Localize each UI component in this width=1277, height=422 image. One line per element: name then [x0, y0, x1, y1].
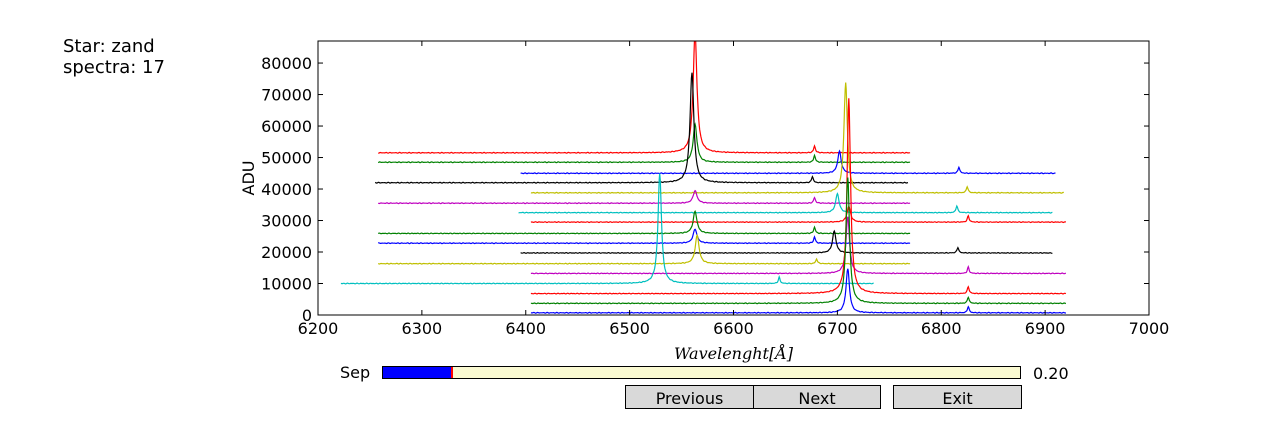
y-tick-label: 60000 [261, 117, 312, 136]
sep-slider[interactable] [382, 366, 1021, 379]
y-tick-label: 40000 [261, 180, 312, 199]
x-tick-label: 6400 [505, 319, 546, 338]
spectrum-line-11 [520, 229, 1053, 254]
x-axis-label: Wavelenght[Å] [674, 343, 794, 363]
spectrum-line-4 [374, 72, 909, 184]
spectrum-line-1 [378, 41, 911, 154]
spectrum-line-3 [520, 149, 1056, 175]
y-tick-label: 0 [302, 306, 312, 325]
spectrum-line-17 [530, 268, 1067, 314]
y-tick-label: 30000 [261, 212, 312, 231]
spectrum-line-8 [530, 205, 1067, 224]
spectrum-line-10 [378, 228, 911, 245]
spectrum-line-2 [377, 122, 911, 164]
spectrum-line-15 [530, 98, 1067, 295]
spectrum-line-7 [518, 192, 1053, 214]
y-axis-label: ADU [239, 161, 258, 196]
spectrum-line-13 [530, 216, 1067, 275]
x-tick-label: 6600 [713, 319, 754, 338]
next-button[interactable]: Next [753, 385, 881, 409]
sep-value: 0.20 [1033, 364, 1069, 383]
star-info: Star: zand spectra: 17 [63, 36, 165, 78]
spectrum-line-14 [340, 173, 874, 285]
x-tick-label: 6700 [817, 319, 858, 338]
spectrum-line-9 [377, 209, 911, 235]
x-tick-label: 6800 [921, 319, 962, 338]
y-tick-label: 20000 [261, 243, 312, 262]
y-tick-label: 80000 [261, 54, 312, 73]
sep-label: Sep [340, 363, 371, 382]
star-name: Star: zand [63, 36, 155, 57]
x-tick-label: 6500 [609, 319, 650, 338]
spectrum-line-16 [530, 177, 1067, 305]
x-tick-label: 6200 [298, 319, 339, 338]
x-tick-label: 7000 [1129, 319, 1170, 338]
exit-button[interactable]: Exit [893, 385, 1022, 409]
spectrum-line-12 [377, 233, 911, 265]
y-tick-label: 70000 [261, 86, 312, 105]
x-tick-label: 6300 [402, 319, 443, 338]
x-tick-label: 6900 [1025, 319, 1066, 338]
spectra-count: spectra: 17 [63, 57, 165, 78]
spectrum-line-5 [530, 82, 1065, 194]
y-tick-label: 50000 [261, 149, 312, 168]
sep-slider-fill[interactable] [383, 367, 454, 378]
previous-button[interactable]: Previous [625, 385, 754, 409]
y-tick-label: 10000 [261, 275, 312, 294]
series-group [340, 41, 1067, 314]
spectrum-line-6 [378, 189, 911, 205]
